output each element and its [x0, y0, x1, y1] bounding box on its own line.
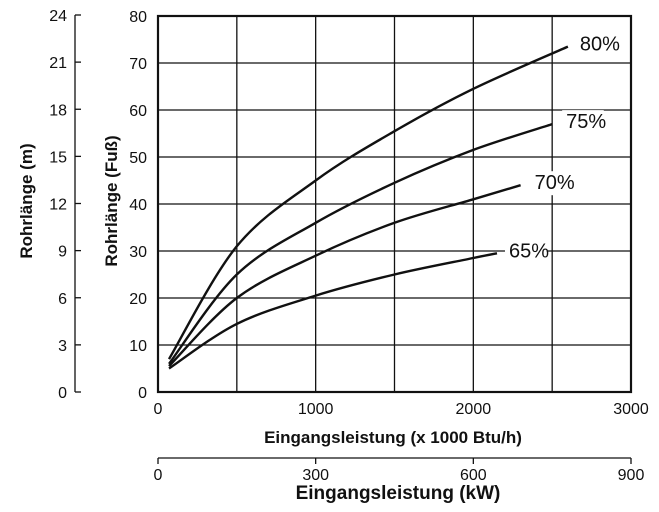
series-label: 80%	[580, 34, 620, 56]
y-tick-label: 40	[129, 197, 147, 214]
series-curves	[167, 45, 569, 370]
y-tick-label: 70	[129, 56, 147, 73]
y2-tick-label: 21	[49, 55, 67, 72]
y-tick-label: 10	[129, 338, 147, 355]
y2-tick-label: 3	[58, 338, 67, 355]
series-curve	[168, 252, 498, 370]
x-tick-label: 3000	[613, 401, 649, 418]
y2-tick-label: 6	[58, 291, 67, 308]
x2-tick-label: 300	[302, 467, 329, 484]
y-axis-feet: 0 10 20 30 40 50 60 70 80	[129, 9, 147, 402]
y2-tick-label: 9	[58, 244, 67, 261]
y-axis-title: Rohrlänge (Fuß)	[102, 135, 121, 266]
series-curve	[168, 184, 521, 367]
y-tick-label: 60	[129, 103, 147, 120]
x-tick-label: 2000	[456, 401, 492, 418]
y-tick-label: 80	[129, 9, 147, 26]
series-label-background	[562, 110, 604, 135]
y2-axis-title: Rohrlänge (m)	[17, 143, 36, 258]
plot-frame	[156, 14, 633, 394]
y2-tick-label: 24	[49, 8, 67, 25]
series-label-background	[530, 171, 573, 196]
y2-tick-label: 15	[49, 149, 67, 166]
x-axis-btu: 0 1000 2000 3000	[154, 401, 649, 418]
series-curve	[168, 122, 553, 365]
y-tick-label: 20	[129, 291, 147, 308]
y-tick-label: 0	[138, 385, 147, 402]
series-curve	[167, 45, 569, 360]
y2-tick-label: 0	[58, 385, 67, 402]
series-label-background	[504, 239, 547, 264]
series-label: 65%	[509, 240, 549, 262]
x-axis-kw: 0 300 600 900	[154, 457, 645, 484]
grid	[158, 16, 631, 392]
x2-tick-label: 900	[618, 467, 645, 484]
x-axis-title: Eingangsleistung (x 1000 Btu/h)	[264, 428, 522, 447]
series-label-background	[575, 32, 618, 57]
y2-tick-label: 18	[49, 102, 67, 119]
y-axis-meters: 0 3 6 9 12 15 18 21 24	[49, 8, 81, 402]
x-tick-label: 1000	[298, 401, 334, 418]
x2-tick-label: 0	[154, 467, 163, 484]
series-label: 75%	[566, 111, 606, 133]
series-label: 70%	[535, 172, 575, 194]
x-tick-label: 0	[154, 401, 163, 418]
x2-tick-label: 600	[460, 467, 487, 484]
y-tick-label: 50	[129, 150, 147, 167]
y2-tick-label: 12	[49, 197, 67, 214]
series-labels: 80% 75% 70% 65%	[504, 32, 620, 264]
x2-axis-title: Eingangsleistung (kW)	[296, 483, 501, 504]
y-tick-label: 30	[129, 244, 147, 261]
